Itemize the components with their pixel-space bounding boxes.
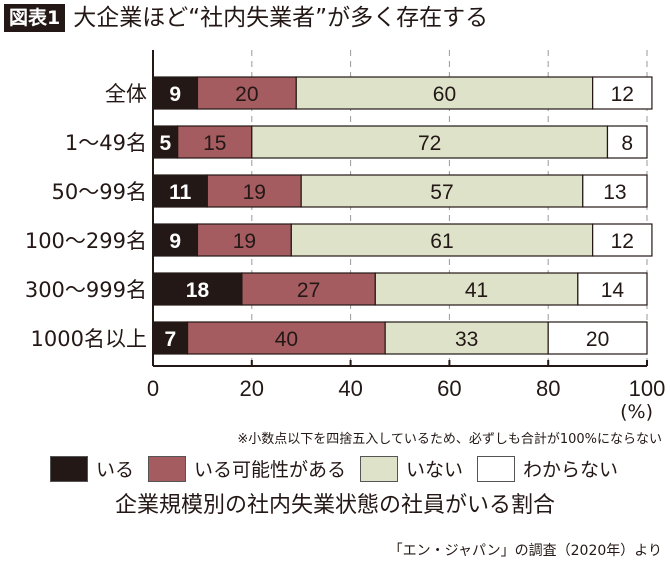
legend-label: いる: [96, 459, 135, 481]
data-label: 27: [297, 279, 320, 302]
data-label: 41: [465, 279, 488, 302]
category-label: 100～299名: [25, 229, 147, 253]
x-tick-label: 0: [147, 376, 159, 401]
data-label: 20: [235, 83, 258, 106]
bar-segment-1: [152, 223, 199, 257]
data-label: 12: [611, 83, 634, 106]
x-tick-label: 20: [240, 376, 264, 401]
data-label: 72: [418, 132, 441, 155]
category-label: 1～49名: [65, 131, 147, 155]
legend: いる いる可能性がある いない わからない: [50, 455, 632, 482]
bar-segment-3: [295, 76, 594, 110]
data-label: 11: [169, 181, 192, 204]
bar-segment-3: [290, 223, 594, 257]
bar-segment-3: [251, 125, 609, 159]
legend-swatch: [360, 455, 399, 482]
data-label: 33: [455, 328, 478, 351]
rounding-note: ※小数点以下を四捨五入しているため、必ずしも合計が100%にならない: [237, 432, 662, 447]
bar-segment-1: [152, 125, 179, 159]
data-label: 9: [169, 230, 181, 253]
bar-segment-2: [241, 272, 376, 306]
legend-swatch: [148, 455, 187, 482]
category-label: 300～999名: [25, 278, 147, 302]
data-label: 40: [275, 328, 298, 351]
bar-segment-4: [577, 272, 648, 306]
bar-segment-4: [547, 321, 648, 355]
x-tick-label: 40: [338, 376, 362, 401]
data-label: 20: [586, 328, 609, 351]
data-label: 15: [203, 132, 226, 155]
source-note: 「エン・ジャパン」の調査（2020年）より: [388, 543, 662, 559]
legend-swatch: [477, 455, 516, 482]
legend-label: いない: [406, 459, 464, 481]
bar-segment-2: [206, 174, 302, 208]
data-label: 19: [233, 230, 256, 253]
chart-title: 大企業ほど“社内失業者”が多く存在する: [73, 5, 489, 31]
bar-segment-3: [384, 321, 549, 355]
data-label: 13: [603, 181, 626, 204]
category-label: 全体: [105, 82, 147, 106]
data-label: 19: [243, 181, 266, 204]
bar-segment-4: [606, 125, 648, 159]
legend-item: いる: [50, 455, 134, 482]
x-axis-unit: (%): [620, 401, 653, 423]
legend-item: わからない: [477, 455, 618, 482]
legend-label: わからない: [523, 459, 619, 481]
legend-swatch: [50, 455, 88, 482]
data-label: 57: [430, 181, 453, 204]
legend-label: いる可能性がある: [194, 459, 347, 481]
x-tick-label: 100: [629, 376, 666, 401]
x-tick-label: 60: [437, 376, 461, 401]
category-label: 1000名以上: [31, 327, 147, 351]
legend-item: いる可能性がある: [148, 455, 346, 482]
bar-segment-4: [592, 223, 653, 257]
chart-subtitle: 企業規模別の社内失業状態の社員がいる割合: [114, 493, 555, 518]
data-label: 5: [160, 132, 172, 155]
bar-segment-3: [300, 174, 584, 208]
data-label: 9: [169, 83, 181, 106]
x-tick-label: 80: [536, 376, 560, 401]
data-label: 61: [430, 230, 453, 253]
bar-segment-2: [177, 125, 253, 159]
bar-segment-4: [582, 174, 648, 208]
legend-item: いない: [360, 455, 463, 482]
category-label: 50～99名: [52, 180, 147, 204]
data-label: 7: [164, 328, 176, 351]
data-label: 8: [621, 132, 633, 155]
bar-segment-2: [196, 223, 292, 257]
data-label: 12: [611, 230, 634, 253]
data-label: 18: [186, 279, 210, 302]
chart-header: 図表1 大企業ほど“社内失業者”が多く存在する: [4, 4, 488, 32]
data-label: 60: [433, 83, 456, 106]
figure-badge: 図表1: [4, 4, 66, 32]
bar-segment-4: [592, 76, 653, 110]
data-label: 14: [601, 279, 625, 302]
